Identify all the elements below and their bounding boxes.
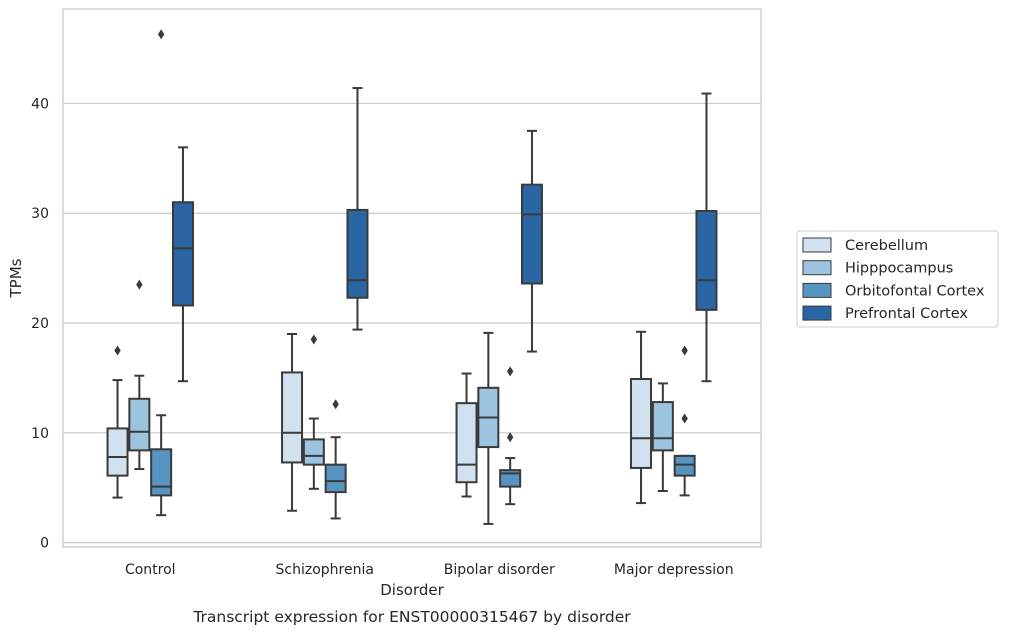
box-prefrontal-cortex: [171, 146, 194, 383]
outlier-point: [681, 345, 688, 356]
y-axis-ticks: 0 10 20 30 40: [31, 96, 49, 551]
box-orbitofontal-cortex: [499, 366, 522, 506]
box-cerebellum: [630, 330, 653, 505]
x-tick-label: Schizophrenia: [276, 562, 374, 578]
legend-entries: Cerebellum Hipppocampus Orbitofontal Corte…: [802, 237, 985, 322]
y-tick-label: 10: [31, 426, 49, 442]
legend-swatch: [802, 282, 832, 298]
box-iqr: [695, 210, 718, 311]
plot-frame: [62, 8, 762, 548]
box-iqr: [455, 402, 478, 484]
legend-label: Orbitofontal Cortex: [845, 283, 985, 299]
box-iqr: [128, 397, 151, 452]
legend-swatch: [802, 237, 832, 253]
y-tick-label: 0: [40, 536, 49, 552]
box-iqr: [171, 201, 194, 307]
legend-label: Prefrontal Cortex: [845, 306, 968, 322]
box-iqr: [651, 401, 674, 452]
box-orbitofontal-cortex: [673, 345, 696, 497]
box-cerebellum: [455, 372, 478, 498]
box-iqr: [520, 183, 543, 285]
box-hipppocampus: [651, 382, 674, 493]
legend-frame: [796, 230, 999, 328]
legend: Cerebellum Hipppocampus Orbitofontal Corte…: [796, 230, 999, 328]
legend-swatch: [802, 305, 832, 321]
box-iqr: [302, 438, 325, 466]
x-tick-label: Bipolar disorder: [444, 562, 555, 578]
box-prefrontal-cortex: [520, 129, 543, 353]
box-iqr: [346, 208, 369, 299]
chart-caption: Transcript expression for ENST0000031546…: [192, 608, 631, 626]
box-iqr: [324, 463, 347, 494]
box-iqr: [673, 454, 696, 477]
outlier-point: [157, 29, 165, 40]
box-series: [106, 29, 718, 525]
box-hipppocampus: [477, 331, 500, 525]
box-cerebellum: [281, 332, 304, 512]
y-tick-label: 30: [31, 206, 49, 222]
box-cerebellum: [106, 345, 129, 499]
outlier-point: [136, 279, 143, 290]
outlier-point: [506, 432, 514, 443]
y-axis-label: TPMs: [7, 258, 25, 298]
box-iqr: [150, 448, 173, 497]
x-tick-label: Major depression: [614, 562, 734, 578]
box-hipppocampus: [128, 279, 151, 471]
outlier-point: [332, 399, 339, 410]
legend-label: Cerebellum: [845, 238, 928, 254]
box-prefrontal-cortex: [346, 87, 369, 331]
legend-label: Hipppocampus: [845, 261, 953, 277]
x-axis-ticks: Control Schizophrenia Bipolar disorder Majo…: [125, 562, 734, 578]
outlier-point: [506, 366, 514, 377]
y-tick-label: 40: [31, 96, 49, 112]
outlier-point: [310, 334, 318, 345]
box-iqr: [106, 427, 129, 477]
x-axis-label: Disorder: [380, 581, 444, 599]
outlier-point: [114, 345, 121, 356]
box-iqr: [630, 378, 653, 469]
x-tick-label: Control: [125, 562, 176, 578]
box-hipppocampus: [302, 334, 325, 490]
outlier-point: [681, 413, 688, 424]
y-tick-label: 20: [31, 316, 49, 332]
box-iqr: [281, 371, 304, 464]
legend-swatch: [802, 260, 832, 276]
box-orbitofontal-cortex: [150, 29, 173, 517]
box-orbitofontal-cortex: [324, 399, 347, 520]
box-prefrontal-cortex: [695, 92, 718, 383]
